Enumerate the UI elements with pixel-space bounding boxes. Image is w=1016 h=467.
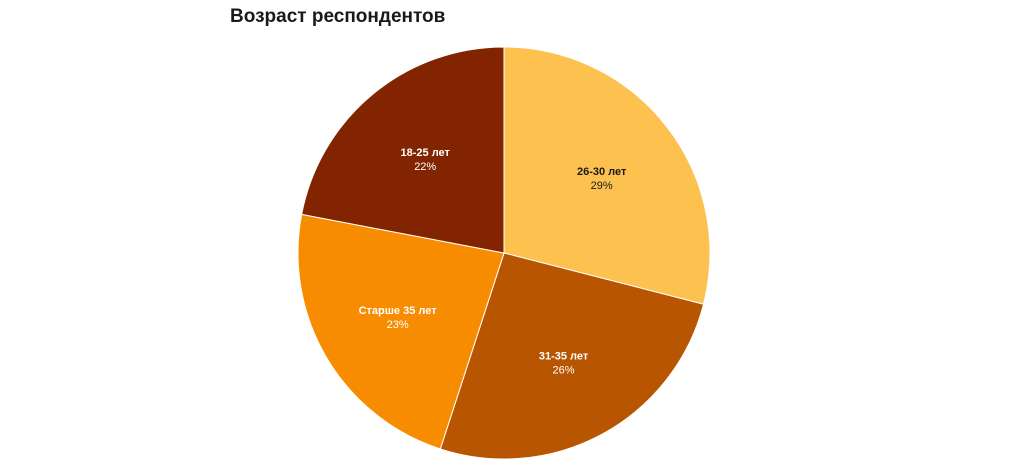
slice-category-label: 18-25 лет xyxy=(401,147,451,159)
chart-title: Возраст респондентов xyxy=(230,6,446,27)
pie-slices xyxy=(297,46,711,460)
pie-labels: 26-30 лет 29% 31-35 лет 26% Старше 35 лет 23%… xyxy=(359,147,627,377)
pie-slice-3 xyxy=(297,213,505,450)
pie-slice-2 xyxy=(439,252,705,460)
slice-value-label: 26% xyxy=(553,364,575,376)
slice-category-label: 31-35 лет xyxy=(539,350,589,362)
slice-value-label: 29% xyxy=(591,180,613,192)
pie-slice-4 xyxy=(301,46,505,254)
slice-value-label: 23% xyxy=(387,319,409,331)
slice-category-label: Старше 35 лет xyxy=(359,305,438,317)
slice-value-label: 22% xyxy=(414,161,436,173)
pie-slice-1 xyxy=(503,46,711,305)
slice-category-label: 26-30 лет xyxy=(577,166,627,178)
